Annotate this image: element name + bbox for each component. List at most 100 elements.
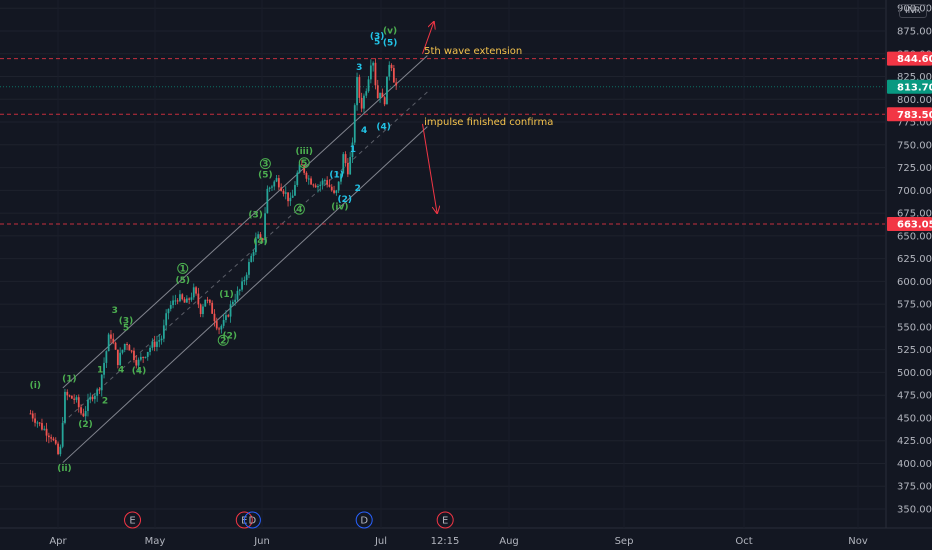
- level-tag-label: 783.50: [897, 110, 932, 121]
- candle-body: [158, 340, 161, 342]
- time-tick-label: May: [145, 536, 166, 547]
- candle-body: [261, 238, 264, 241]
- wave-label: (iv): [331, 202, 348, 212]
- candle-body: [110, 334, 112, 339]
- candle-body: [107, 334, 110, 352]
- candle-body: [291, 195, 294, 198]
- time-tick-label: Jun: [253, 536, 270, 547]
- wave-label: 1: [97, 365, 103, 375]
- price-tick-label: 525.00: [897, 345, 932, 356]
- candle-body: [34, 418, 36, 423]
- candle-body: [300, 164, 303, 166]
- candle-body: [372, 62, 375, 66]
- candle-body: [135, 360, 138, 366]
- candle-body: [98, 389, 101, 391]
- currency-badge[interactable]: INR: [899, 4, 927, 18]
- candle-body: [195, 287, 197, 294]
- candle-body: [379, 92, 381, 99]
- candle-body: [225, 315, 227, 321]
- candle-body: [243, 279, 246, 282]
- event-marker: [243, 511, 261, 529]
- wave-circle: [298, 157, 310, 169]
- candle-body: [259, 234, 262, 239]
- candle-body: [277, 178, 280, 188]
- wave-label: (v): [383, 27, 397, 37]
- price-tick-label: 375.00: [897, 482, 932, 493]
- candle-body: [340, 173, 342, 182]
- wave-label: 2: [102, 396, 108, 406]
- candle-body: [128, 345, 131, 351]
- candle-body: [388, 64, 391, 77]
- candle-body: [353, 105, 356, 143]
- candle-body: [31, 413, 34, 419]
- candle-body: [254, 238, 257, 253]
- candle-body: [172, 300, 174, 306]
- candle-body: [328, 184, 331, 187]
- candle-body: [238, 289, 241, 291]
- candle-body: [317, 186, 319, 188]
- level-tag-label: 663.05: [897, 219, 932, 230]
- wave-label: 4: [361, 126, 367, 136]
- price-tick-label: 425.00: [897, 436, 932, 447]
- annotation-text: impulse finished confirma: [424, 117, 553, 128]
- candle-body: [126, 343, 128, 346]
- candle-body: [169, 305, 172, 309]
- price-axis[interactable]: 350.00 375.00 400.00 425.00 450.00 475.00 500.…: [887, 4, 932, 516]
- price-tick-label: 450.00: [897, 413, 932, 424]
- wave-label: (3): [370, 32, 385, 42]
- time-tick-label: Nov: [848, 536, 868, 547]
- candles: [29, 58, 398, 457]
- price-tick-label: 625.00: [897, 254, 932, 265]
- time-tick-label: Sep: [615, 536, 634, 547]
- candle-body: [323, 180, 326, 182]
- price-tick-label: 725.00: [897, 163, 932, 174]
- wave-label: (4): [376, 122, 391, 132]
- candle-body: [206, 299, 209, 301]
- candle-body: [139, 356, 142, 360]
- candle-body: [245, 274, 248, 280]
- candle-body: [307, 178, 310, 180]
- candle-body: [266, 188, 269, 214]
- candle-body: [319, 184, 322, 187]
- candle-body: [146, 351, 149, 357]
- candle-body: [220, 325, 223, 330]
- candle-body: [342, 154, 345, 174]
- candle-body: [344, 154, 347, 164]
- candle-body: [87, 399, 89, 411]
- candle-body: [275, 178, 278, 182]
- wave-label: 3: [112, 306, 118, 316]
- price-tick-label: 900.00: [897, 4, 932, 15]
- candle-body: [77, 397, 80, 408]
- candle-body: [296, 172, 299, 186]
- candle-body: [229, 304, 232, 317]
- candle-body: [236, 290, 239, 300]
- candle-body: [75, 397, 78, 400]
- wave-label: 2: [220, 336, 226, 346]
- event-marker-label: E: [129, 516, 135, 527]
- candle-body: [41, 423, 43, 430]
- candle-body: [395, 82, 398, 86]
- candle-body: [314, 185, 317, 188]
- candle-body: [149, 347, 151, 352]
- candle-body: [248, 262, 250, 275]
- candle-body: [312, 184, 315, 186]
- price-tick-label: 575.00: [897, 300, 932, 311]
- candle-body: [369, 65, 372, 80]
- time-axis[interactable]: Apr May Jun Jul 12:15 Aug Sep Oct Nov: [49, 536, 867, 547]
- wave-label: (1): [62, 375, 77, 385]
- candle-body: [84, 410, 87, 417]
- candle-body: [335, 190, 338, 193]
- wave-label: (1): [219, 290, 234, 300]
- candle-body: [116, 349, 119, 366]
- wave-label: 5: [123, 324, 129, 334]
- candle-body: [204, 299, 207, 307]
- candle-body: [363, 95, 365, 109]
- grid: [0, 0, 932, 529]
- candle-body: [192, 287, 195, 298]
- candle-body: [218, 328, 220, 330]
- candle-body: [137, 359, 140, 366]
- wave-label: 3: [262, 160, 268, 170]
- wave-label: (ii): [57, 464, 71, 474]
